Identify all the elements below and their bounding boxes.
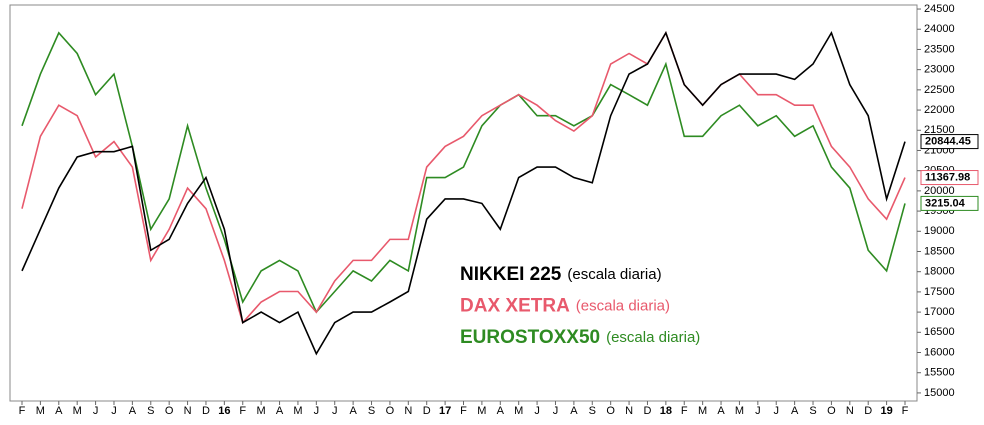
y-tick-label: 15500 — [924, 367, 955, 379]
x-tick-label: M — [514, 405, 523, 417]
y-tick-label: 19000 — [924, 225, 955, 237]
y-tick-label: 15000 — [924, 387, 955, 399]
x-tick-label: S — [809, 405, 816, 417]
x-tick-label: D — [864, 405, 872, 417]
x-tick-label: 19 — [880, 405, 892, 417]
x-tick-label: S — [368, 405, 375, 417]
x-tick-label: F — [239, 405, 246, 417]
legend-entry: EUROSTOXX50 (escala diaria) — [460, 327, 700, 348]
y-tick-label: 21500 — [924, 124, 955, 136]
legend-name: NIKKEI 225 — [460, 264, 562, 285]
y-tick-label: 20000 — [924, 185, 955, 197]
y-tick-label: 16000 — [924, 346, 955, 358]
x-tick-label: M — [735, 405, 744, 417]
x-tick-label: N — [404, 405, 412, 417]
x-tick-label: A — [129, 405, 137, 417]
legend-entry: NIKKEI 225 (escala diaria) — [460, 264, 662, 285]
x-tick-label: N — [625, 405, 633, 417]
x-tick-label: A — [791, 405, 799, 417]
y-tick-label: 16500 — [924, 326, 955, 338]
x-tick-label: 18 — [660, 405, 672, 417]
x-tick-label: J — [332, 405, 338, 417]
end-label: 3215.04 — [925, 197, 966, 209]
x-tick-label: S — [589, 405, 596, 417]
x-tick-label: D — [643, 405, 651, 417]
x-tick-label: J — [111, 405, 117, 417]
y-tick-label: 17000 — [924, 306, 955, 318]
end-label-box — [920, 170, 979, 186]
x-tick-label: J — [534, 405, 540, 417]
x-tick-label: D — [202, 405, 210, 417]
x-tick-label: A — [717, 405, 725, 417]
y-tick-label: 17500 — [924, 286, 955, 298]
x-tick-label: D — [423, 405, 431, 417]
series-line — [21, 31, 906, 325]
x-tick-label: O — [386, 405, 395, 417]
end-label: 11367.98 — [925, 171, 970, 183]
end-label-box — [920, 134, 979, 150]
x-tick-label: N — [846, 405, 854, 417]
x-tick-label: F — [19, 405, 26, 417]
x-tick-label: J — [93, 405, 99, 417]
series-line — [21, 31, 906, 356]
x-tick-label: M — [257, 405, 266, 417]
x-tick-label: J — [314, 405, 320, 417]
end-label: 20844.45 — [925, 135, 971, 147]
x-tick-label: A — [570, 405, 578, 417]
x-tick-label: M — [73, 405, 82, 417]
x-tick-label: M — [36, 405, 45, 417]
y-tick-label: 24000 — [924, 23, 955, 35]
x-tick-label: S — [147, 405, 154, 417]
x-tick-label: M — [477, 405, 486, 417]
y-tick-label: 23500 — [924, 43, 955, 55]
x-tick-label: A — [349, 405, 357, 417]
x-tick-label: M — [293, 405, 302, 417]
x-tick-label: F — [681, 405, 688, 417]
x-tick-label: N — [184, 405, 192, 417]
x-tick-label: 16 — [218, 405, 230, 417]
legend-entry: DAX XETRA (escala diaria) — [460, 296, 670, 317]
legend-name: DAX XETRA — [460, 296, 570, 317]
y-tick-label: 22000 — [924, 104, 955, 116]
y-tick-label: 18000 — [924, 266, 955, 278]
legend-note: (escala diaria) — [606, 329, 700, 346]
x-tick-label: A — [276, 405, 284, 417]
y-tick-label: 24500 — [924, 3, 955, 15]
x-tick-label: 17 — [439, 405, 451, 417]
y-tick-label: 18500 — [924, 245, 955, 257]
y-tick-label: 23000 — [924, 64, 955, 76]
x-tick-label: J — [755, 405, 761, 417]
legend-name: EUROSTOXX50 — [460, 327, 600, 348]
legend-note: (escala diaria) — [567, 266, 661, 283]
x-tick-label: O — [165, 405, 174, 417]
series-line — [21, 31, 906, 314]
end-label-box — [920, 195, 979, 211]
legend-note: (escala diaria) — [576, 297, 670, 314]
x-tick-label: F — [460, 405, 467, 417]
x-tick-label: A — [497, 405, 505, 417]
x-tick-label: F — [902, 405, 909, 417]
x-tick-label: J — [773, 405, 779, 417]
x-tick-label: O — [827, 405, 836, 417]
x-tick-label: M — [698, 405, 707, 417]
x-tick-label: O — [606, 405, 615, 417]
x-tick-label: J — [553, 405, 559, 417]
x-tick-label: A — [55, 405, 63, 417]
y-tick-label: 22500 — [924, 84, 955, 96]
